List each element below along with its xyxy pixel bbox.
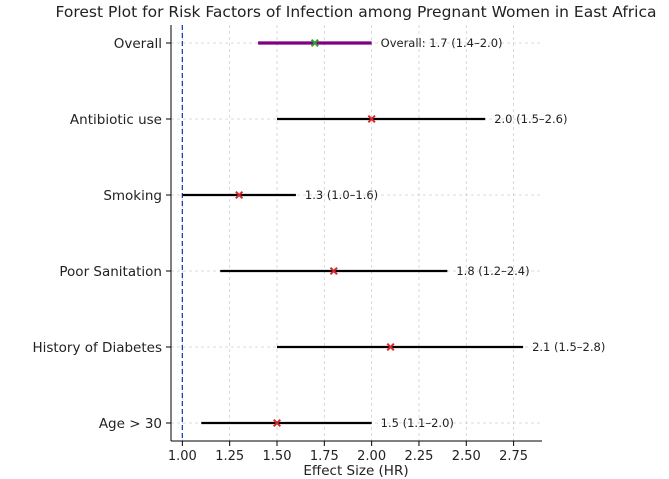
marker-stroke — [235, 190, 244, 200]
forest-row-4: 2.1 (1.5–2.8) — [277, 340, 605, 354]
marker-stroke — [367, 114, 376, 124]
y-tick-label: Overall — [114, 36, 162, 52]
overall-annotation: Overall: 1.7 (1.4–2.0) — [381, 36, 503, 50]
y-tick-label: Smoking — [103, 188, 162, 204]
estimate-marker — [235, 190, 244, 200]
y-tick-label: Age > 30 — [99, 416, 162, 432]
grid-layer — [171, 25, 542, 441]
overall-estimate-marker — [310, 38, 319, 48]
forest-row-3: 1.8 (1.2–2.4) — [220, 264, 530, 278]
rows-layer: Overall: 1.7 (1.4–2.0) 2.0 (1.5–2.6) 1.3 (… — [181, 25, 605, 441]
x-tick-label: 2.75 — [499, 449, 528, 464]
forest-row-5: 1.5 (1.1–2.0) — [201, 416, 454, 430]
axis-layer: Overall Antibiotic use Smoking Poor Sanitat… — [32, 25, 542, 464]
marker-stroke — [329, 266, 338, 276]
x-tick-label: 2.25 — [404, 449, 433, 464]
x-tick-label: 2.00 — [357, 449, 386, 464]
estimate-marker — [367, 114, 376, 124]
x-tick-label: 1.50 — [263, 449, 292, 464]
marker-stroke — [272, 418, 282, 428]
y-tick-label: Antibiotic use — [70, 112, 162, 128]
y-tick-label: History of Diabetes — [32, 340, 162, 356]
x-tick-label: 2.50 — [452, 449, 481, 464]
estimate-marker — [272, 418, 282, 428]
x-tick-label: 1.25 — [215, 449, 244, 464]
marker-stroke — [310, 38, 319, 48]
row-annotation: 1.5 (1.1–2.0) — [381, 416, 454, 430]
forest-row-0: Overall: 1.7 (1.4–2.0) — [258, 36, 503, 50]
x-tick-label: 1.00 — [168, 449, 197, 464]
forest-row-1: 2.0 (1.5–2.6) — [277, 112, 567, 126]
row-annotation: 1.3 (1.0–1.6) — [305, 188, 378, 202]
forest-row-2: 1.3 (1.0–1.6) — [182, 188, 378, 202]
marker-stroke — [386, 342, 395, 352]
row-annotation: 2.0 (1.5–2.6) — [494, 112, 567, 126]
x-axis-label: Effect Size (HR) — [303, 463, 408, 479]
chart-title: Forest Plot for Risk Factors of Infectio… — [56, 3, 657, 21]
estimate-marker — [329, 266, 338, 276]
row-annotation: 1.8 (1.2–2.4) — [456, 264, 529, 278]
row-annotation: 2.1 (1.5–2.8) — [532, 340, 605, 354]
estimate-marker — [386, 342, 395, 352]
y-tick-label: Poor Sanitation — [59, 264, 162, 280]
x-tick-label: 1.75 — [310, 449, 339, 464]
